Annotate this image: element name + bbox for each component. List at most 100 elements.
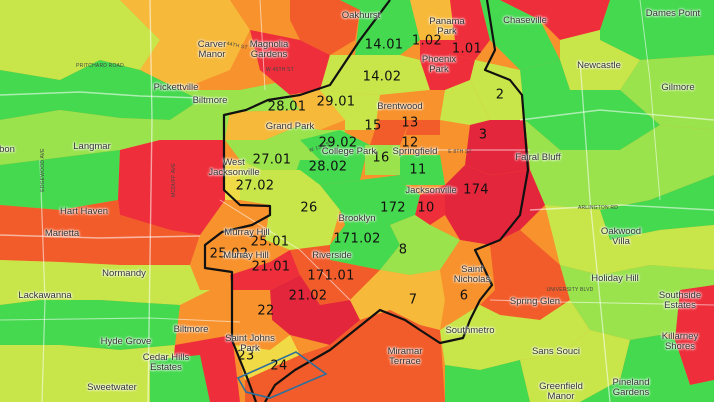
tract-label-29-01[interactable]: 29.01: [316, 94, 356, 110]
place-label-oakhurst: Oakhurst: [341, 10, 381, 21]
tract-label-24[interactable]: 24: [270, 358, 288, 374]
city-boundary: [203, 0, 530, 402]
tract-label-13[interactable]: 13: [401, 115, 419, 131]
tract-label-16[interactable]: 16: [372, 150, 390, 166]
place-label-spring-glen: Spring Glen: [509, 296, 561, 307]
place-label-pickettville: Pickettville: [153, 82, 199, 93]
map-region-2501: [190, 235, 290, 275]
map-region-east-green: [520, 60, 660, 150]
tract-label-14-01[interactable]: 14.01: [364, 37, 404, 53]
tract-label-28-01[interactable]: 28.01: [267, 99, 307, 115]
map-region-16: [365, 145, 400, 175]
map-region-normandy: [0, 260, 210, 305]
tract-label-3[interactable]: 3: [478, 127, 488, 143]
map-region-15: [370, 120, 410, 145]
place-label-sans-souci: Sans Souci: [531, 346, 581, 357]
place-label-murray-hill-north: Murray Hill: [224, 227, 270, 238]
map-region-11: [400, 155, 445, 185]
tract-label-174[interactable]: 174: [463, 182, 489, 198]
map-region-8: [380, 215, 460, 275]
map-region-phoenix-park: [420, 40, 475, 90]
tract-label-11[interactable]: 11: [409, 162, 427, 178]
map-region-23: [235, 335, 300, 380]
place-label-magnolia-gardens: Magnolia Gardens: [249, 39, 289, 60]
map-region-pickettville: [0, 60, 200, 120]
tract-label-21-01[interactable]: 21.01: [251, 259, 291, 275]
tract-label-12[interactable]: 12: [401, 135, 419, 151]
place-label-sweetwater: Sweetwater: [87, 382, 137, 393]
place-label-dames-point: Dames Point: [645, 8, 701, 19]
place-label-marietta: Marietta: [44, 228, 80, 239]
tract-label-171-02[interactable]: 171.02: [333, 231, 381, 247]
map-region-west-green: [0, 150, 120, 210]
tract-24-outline: [236, 351, 328, 399]
tract-label-1-02[interactable]: 1.02: [411, 33, 443, 49]
tract-label-171-01[interactable]: 171.01: [307, 268, 355, 284]
place-label-southside-estates: Southside Estates: [658, 290, 702, 311]
street-label-arlington-rd: ARLINGTON RD: [577, 205, 619, 211]
tract-label-29-02[interactable]: 29.02: [318, 135, 358, 151]
tract-label-10[interactable]: 10: [417, 200, 435, 216]
tract-label-28-02[interactable]: 28.02: [308, 159, 348, 175]
tract-label-15[interactable]: 15: [364, 118, 382, 134]
map-region-nw-2: [120, 0, 250, 90]
map-region-1402: [320, 55, 430, 95]
tract-label-26[interactable]: 26: [300, 200, 318, 216]
map-region-southmetro: [440, 300, 590, 370]
map-region-spring-glen: [480, 230, 570, 320]
place-label-miramar-terrace: Miramar Terrace: [387, 346, 423, 367]
street-label-mcduff-ave: MCDUFF AVE: [171, 163, 177, 197]
place-label-newcastle: Newcastle: [577, 60, 621, 71]
map-region-2801: [225, 90, 345, 140]
tract-label-172[interactable]: 172: [380, 200, 406, 216]
map-region-lackawanna: [0, 300, 180, 350]
place-label-west-jacksonville: West Jacksonville: [208, 157, 260, 178]
map-region-6: [440, 240, 495, 305]
place-label-southmetro: Southmetro: [445, 325, 495, 336]
map-region-fairal-bluff: [525, 120, 714, 210]
map-region-2: [470, 60, 525, 120]
place-label-brooklyn: Brooklyn: [338, 213, 376, 224]
tract-label-27-01[interactable]: 27.01: [252, 152, 292, 168]
place-label-lackawanna: Lackawanna: [18, 290, 72, 301]
map-region-sans-souci: [520, 330, 630, 402]
place-label-murray-hill-south: Murray Hill: [223, 250, 269, 261]
tract-label-14-02[interactable]: 14.02: [362, 69, 402, 85]
map-region-13: [405, 120, 440, 135]
map-region-cedar-hills-green: [150, 355, 210, 402]
map-region-174: [445, 165, 545, 245]
map-region-magnolia-red: [250, 30, 330, 95]
map-region-nw-1: [0, 0, 160, 80]
tract-label-7[interactable]: 7: [408, 292, 418, 308]
place-label-holiday-hill: Holiday Hill: [591, 273, 639, 284]
place-label-panama-park: Panama Park: [429, 16, 465, 37]
map-region-17102: [330, 225, 400, 270]
map-region-24: [245, 310, 445, 402]
tract-label-1-01[interactable]: 1.01: [451, 41, 483, 57]
map-region-oakwood-villa: [545, 205, 714, 275]
place-label-jacksonville: Jacksonville: [405, 185, 457, 196]
place-label-hart-haven: Hart Haven: [59, 206, 109, 217]
tract-label-23[interactable]: 23: [237, 348, 255, 364]
map-region-2-lower: [440, 80, 490, 125]
map-region-22: [232, 290, 290, 350]
tract-label-6[interactable]: 6: [459, 288, 469, 304]
place-label-brentwood: Brentwood: [377, 101, 423, 112]
map-region-2702: [225, 160, 240, 200]
map-region-2901: [320, 90, 380, 130]
tract-label-25-01[interactable]: 25.01: [250, 234, 290, 250]
tract-label-21-02[interactable]: 21.02: [288, 288, 328, 304]
tract-label-8[interactable]: 8: [398, 242, 408, 258]
tract-label-25-02[interactable]: 25.02: [209, 246, 249, 262]
tract-label-27-02[interactable]: 27.02: [235, 178, 275, 194]
map-region-3: [465, 120, 530, 175]
place-label-biltmore-north: Biltmore: [192, 95, 228, 106]
map-region-chaseville: [500, 0, 610, 40]
map-region-gilmore: [620, 55, 714, 130]
place-label-saint-nicholas: Saint Nicholas: [453, 264, 491, 285]
tract-label-22[interactable]: 22: [257, 303, 275, 319]
tract-label-2[interactable]: 2: [495, 87, 505, 103]
